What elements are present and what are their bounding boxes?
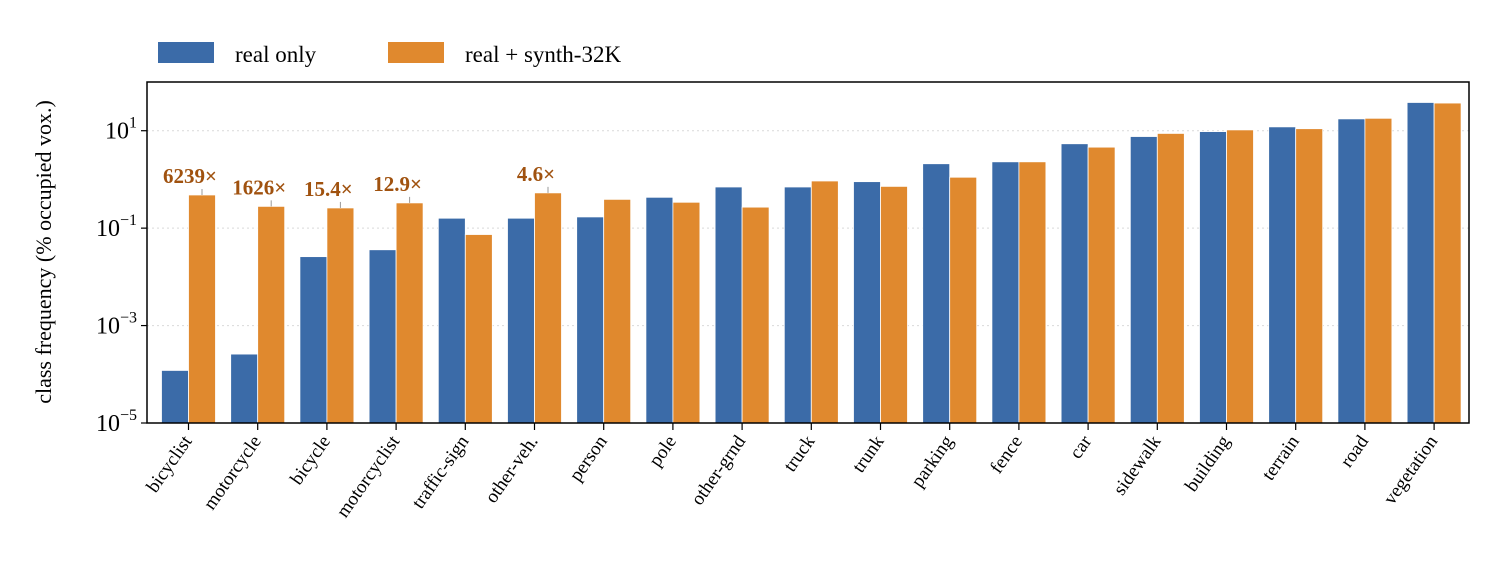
bar-bicycle-real-only <box>299 256 328 424</box>
bar-building-real-only <box>1199 131 1227 424</box>
x-tick-label-motorcycle: motorcycle <box>200 432 266 514</box>
plot-frame <box>146 81 1470 424</box>
legend: real only real + synth-32K <box>158 42 621 67</box>
bar-building-real-synth <box>1226 129 1254 424</box>
bar-other-veh.-real-only <box>507 217 535 424</box>
x-tick-label-terrain: terrain <box>1258 431 1304 484</box>
bar-person-real-synth <box>603 198 632 424</box>
bar-person-real-only <box>576 216 605 424</box>
annotation-ratio-motorcyclist: 12.9× <box>373 172 422 196</box>
bar-vegetation-real-synth <box>1433 102 1462 424</box>
bar-road-real-only <box>1337 118 1366 424</box>
y-axis: 10−5 10−3 10−1 101 <box>96 115 147 437</box>
x-tick-label-truck: truck <box>780 431 820 475</box>
bar-bicycle-real-synth <box>326 207 355 424</box>
bar-terrain-real-synth <box>1295 128 1324 424</box>
x-tick-label-sidewalk: sidewalk <box>1109 431 1165 499</box>
x-tick-label-car: car <box>1066 431 1097 463</box>
x-tick-label-bicycle: bicycle <box>286 432 335 489</box>
bar-parking-real-only <box>922 163 951 424</box>
x-tick-label-road: road <box>1336 431 1373 471</box>
x-tick-label-bicyclist: bicyclist <box>142 431 197 496</box>
bar-vegetation-real-only <box>1406 102 1435 424</box>
y-tick-label: 101 <box>105 115 137 145</box>
bar-pole-real-only <box>645 196 674 424</box>
bar-traffic-sign-real-synth <box>464 234 493 424</box>
bar-fence-real-only <box>991 161 1020 424</box>
bar-motorcycle-real-synth <box>257 205 286 424</box>
annotation-ratio-other-veh.: 4.6× <box>517 162 555 186</box>
bar-trunk-real-only <box>853 181 881 424</box>
annotation-ratio-bicycle: 15.4× <box>304 177 353 201</box>
annotation-ratio-motorcycle: 1626× <box>232 175 286 199</box>
bar-other-veh.-real-synth <box>534 192 562 424</box>
y-tick-label: 10−3 <box>96 310 137 340</box>
y-tick-label: 10−1 <box>96 212 137 242</box>
bar-bicyclist-real-only <box>161 370 189 424</box>
bar-motorcyclist-real-only <box>368 249 397 424</box>
x-tick-label-other-veh.: other-veh. <box>481 432 542 507</box>
y-axis-label: class frequency (% occupied vox.) <box>31 100 56 404</box>
x-tick-label-vegetation: vegetation <box>1380 431 1443 508</box>
legend-label-real-synth: real + synth-32K <box>465 42 621 67</box>
bars <box>161 102 1462 424</box>
bar-sidewalk-real-only <box>1129 136 1158 424</box>
y-tick-label: 10−5 <box>96 407 137 437</box>
x-tick-label-other-grnd: other-grnd <box>687 431 750 509</box>
bar-sidewalk-real-synth <box>1156 133 1185 424</box>
bar-truck-real-only <box>783 186 812 424</box>
x-tick-label-person: person <box>566 431 613 485</box>
x-tick-label-building: building <box>1181 431 1235 495</box>
bar-motorcyclist-real-synth <box>395 202 424 424</box>
bar-traffic-sign-real-only <box>437 217 466 424</box>
x-tick-label-pole: pole <box>645 432 681 471</box>
x-tick-label-traffic-sign: traffic-sign <box>408 431 474 512</box>
bar-parking-real-synth <box>949 176 978 424</box>
bar-terrain-real-only <box>1268 126 1297 424</box>
annotations: 6239× 1626× 15.4× 12.9× 4.6× <box>163 162 555 208</box>
bar-car-real-only <box>1060 143 1089 424</box>
annotation-ratio-bicyclist: 6239× <box>163 164 217 188</box>
bar-truck-real-synth <box>810 180 839 424</box>
bar-fence-real-synth <box>1018 161 1047 424</box>
x-tick-label-trunk: trunk <box>848 431 888 476</box>
x-tick-label-motorcyclist: motorcyclist <box>333 431 405 521</box>
bar-pole-real-synth <box>672 201 701 424</box>
legend-swatch-real-synth <box>388 42 444 63</box>
bar-other-grnd-real-synth <box>741 206 770 424</box>
bar-car-real-synth <box>1087 146 1116 424</box>
legend-label-real-only: real only <box>235 42 317 67</box>
x-tick-label-fence: fence <box>986 432 1027 478</box>
x-tick-label-parking: parking <box>907 431 958 491</box>
bar-trunk-real-synth <box>880 185 908 424</box>
bar-other-grnd-real-only <box>714 186 743 424</box>
bar-motorcycle-real-only <box>230 353 259 424</box>
bar-bicyclist-real-synth <box>188 194 216 424</box>
bar-road-real-synth <box>1364 117 1393 424</box>
legend-swatch-real-only <box>158 42 214 63</box>
